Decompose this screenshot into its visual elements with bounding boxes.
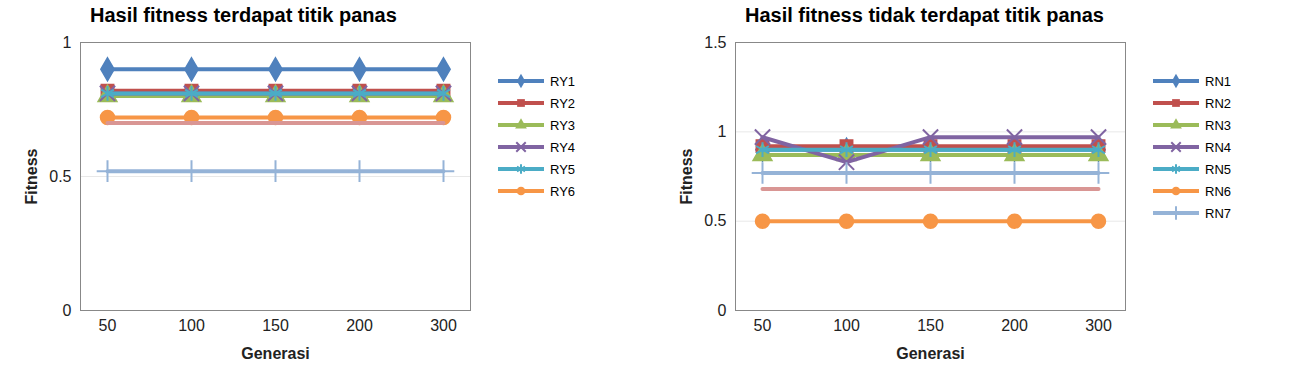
svg-text:50: 50: [754, 317, 772, 334]
svg-text:Fitness: Fitness: [23, 148, 40, 204]
html-text:RY1: RY1: [550, 73, 576, 89]
html-text:RY3: RY3: [550, 117, 576, 133]
svg-text:1: 1: [63, 34, 72, 51]
svg-text:Generasi: Generasi: [241, 345, 309, 362]
html-text:Hasil fitness tidak terdapat t: Hasil fitness tidak terdapat titik panas: [745, 4, 1104, 26]
html-text:RY4: RY4: [550, 139, 576, 155]
html-text:RN7: RN7: [1205, 205, 1231, 221]
svg-text:Fitness: Fitness: [678, 148, 695, 204]
svg-text:300: 300: [1085, 317, 1112, 334]
svg-text:300: 300: [430, 317, 457, 334]
svg-text:200: 200: [1001, 317, 1028, 334]
svg-text:0: 0: [63, 302, 72, 319]
html-text:RN3: RN3: [1205, 117, 1231, 133]
html-text:RY2: RY2: [550, 95, 576, 111]
svg-text:100: 100: [178, 317, 205, 334]
svg-text:50: 50: [99, 317, 117, 334]
html-text:Hasil fitness terdapat titik p: Hasil fitness terdapat titik panas: [90, 4, 397, 26]
svg-text:1.5: 1.5: [704, 34, 726, 51]
svg-text:0: 0: [718, 302, 727, 319]
html-text:RN4: RN4: [1205, 139, 1231, 155]
svg-text:1: 1: [718, 123, 727, 140]
svg-text:Generasi: Generasi: [896, 345, 964, 362]
svg-text:0.5: 0.5: [49, 168, 71, 185]
svg-text:200: 200: [346, 317, 373, 334]
svg-text:150: 150: [917, 317, 944, 334]
html-text:RY5: RY5: [550, 161, 576, 177]
html-text:RN1: RN1: [1205, 73, 1231, 89]
html-text:RN6: RN6: [1205, 183, 1231, 199]
svg-text:150: 150: [262, 317, 289, 334]
html-text:RY6: RY6: [550, 183, 576, 199]
html-text:RN2: RN2: [1205, 95, 1231, 111]
svg-text:100: 100: [833, 317, 860, 334]
svg-text:0.5: 0.5: [704, 212, 726, 229]
html-text:RN5: RN5: [1205, 161, 1231, 177]
